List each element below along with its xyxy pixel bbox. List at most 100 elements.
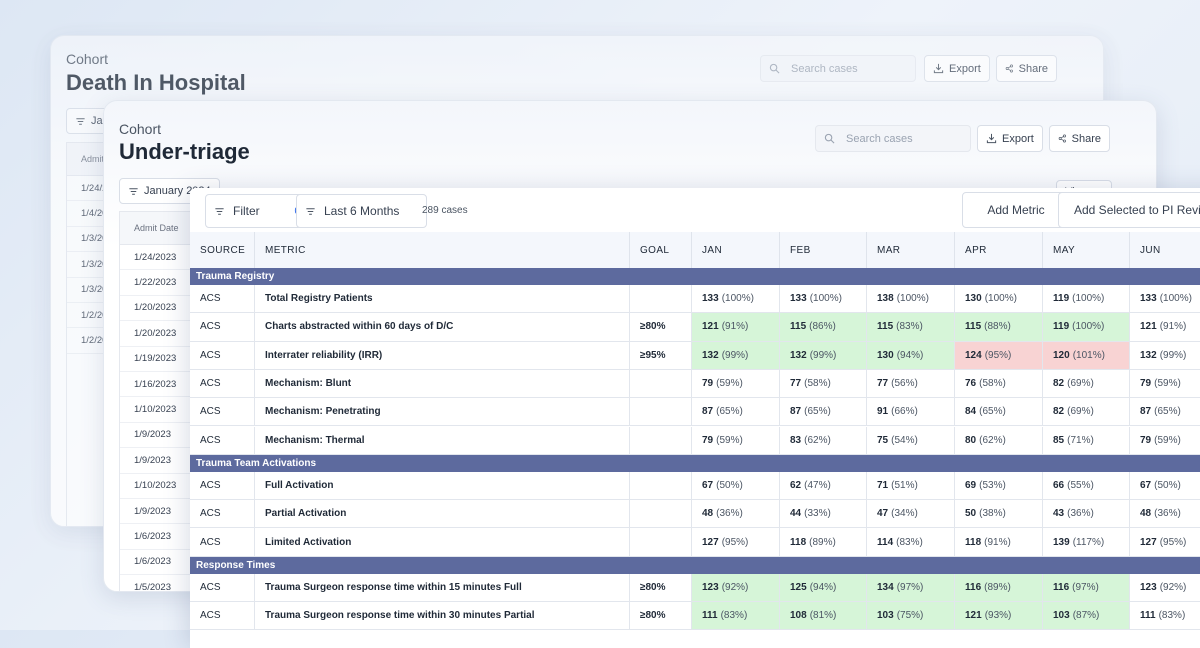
cell-value: 87 (790, 406, 802, 418)
goal-cell: ≥95% (630, 341, 692, 370)
cell-percent: (75%) (896, 610, 924, 622)
cell-value: 103 (877, 610, 894, 622)
month-cell: 84 (65%) (955, 398, 1043, 427)
cell-value: 127 (1140, 536, 1157, 548)
metric-cell: Trauma Surgeon response time within 30 m… (255, 602, 630, 631)
search-box[interactable]: Search cases (815, 125, 971, 152)
month-cell: 87 (65%) (780, 398, 867, 427)
cell-value: 108 (790, 610, 807, 622)
metric-cell: Full Activation (255, 471, 630, 501)
month-cell: 138 (100%) (867, 285, 955, 314)
admit-date: 1/6/2023 (120, 550, 258, 576)
cell-percent: (91%) (1159, 321, 1187, 333)
month-cell: 132 (99%) (780, 341, 867, 370)
goal-cell (630, 471, 692, 501)
period-button[interactable]: Last 6 Months (296, 194, 427, 228)
add-selected-button[interactable]: Add Selected to PI Review (1058, 192, 1200, 228)
cell-value: 133 (1140, 293, 1157, 305)
cell-percent: (95%) (984, 349, 1012, 361)
admit-date: 1/10/2023 (120, 474, 258, 499)
cell-value: 80 (965, 434, 977, 446)
month-cell: 134 (97%) (867, 573, 955, 602)
admit-date: 1/16/2023 (120, 372, 258, 398)
admit-date: 1/10/2023 (120, 397, 258, 423)
cohort-title: Under-triage (119, 139, 250, 164)
month-cell: 120 (101%) (1043, 341, 1130, 370)
share-button[interactable]: Share (996, 55, 1057, 82)
cell-value: 115 (790, 321, 807, 333)
export-button[interactable]: Export (977, 125, 1043, 152)
admit-date: 1/9/2023 (120, 448, 258, 474)
cell-percent: (65%) (1154, 406, 1181, 418)
metric-cell: Mechanism: Penetrating (255, 398, 630, 427)
filter-icon (215, 207, 224, 215)
month-cell: 133 (100%) (692, 285, 780, 314)
cell-percent: (87%) (1072, 610, 1100, 622)
cell-value: 127 (702, 536, 719, 548)
cohort-label: Cohort (119, 121, 162, 137)
export-button[interactable]: Export (924, 55, 990, 82)
section-header: Trauma Team Activations (190, 454, 1200, 472)
cell-percent: (97%) (1072, 581, 1099, 593)
month-cell: 80 (62%) (955, 426, 1043, 455)
month-cell: 130 (100%) (955, 285, 1043, 314)
month-cell: 115 (83%) (867, 313, 955, 342)
month-cell: 116 (89%) (955, 573, 1043, 602)
search-box[interactable]: Search cases (760, 55, 916, 82)
cell-percent: (92%) (721, 581, 749, 593)
share-button[interactable]: Share (1049, 125, 1110, 152)
cell-percent: (94%) (896, 349, 924, 361)
month-cell: 108 (81%) (780, 602, 867, 631)
section-header: Trauma Registry (190, 268, 1200, 285)
month-cell: 132 (99%) (692, 341, 780, 370)
month-cell: 48 (36%) (1130, 500, 1200, 529)
cell-value: 44 (790, 508, 802, 520)
cell-percent: (91%) (984, 536, 1011, 548)
cell-value: 67 (702, 479, 714, 491)
cell-percent: (89%) (984, 581, 1011, 593)
source-cell: ACS (190, 471, 255, 501)
cell-value: 79 (1140, 434, 1152, 446)
month-cell: 116 (97%) (1043, 573, 1130, 602)
cell-value: 119 (1053, 293, 1070, 305)
cell-percent: (69%) (1067, 378, 1094, 390)
cell-value: 83 (790, 434, 802, 446)
month-cell: 132 (99%) (1130, 342, 1200, 370)
cell-percent: (100%) (984, 293, 1017, 305)
admit-date: 1/6/2023 (120, 524, 258, 550)
add-metric-button[interactable]: Add Metric (962, 192, 1070, 228)
metric-cell: Mechanism: Thermal (255, 426, 630, 455)
cell-percent: (83%) (720, 610, 748, 622)
month-cell: 76 (58%) (955, 369, 1043, 399)
admit-date: 1/20/2023 (120, 296, 258, 322)
goal-cell (630, 285, 692, 314)
filter-icon (76, 117, 85, 125)
filter-label: Filter (233, 204, 260, 218)
cell-percent: (99%) (1159, 349, 1187, 361)
goal-cell (630, 369, 692, 399)
month-cell: 127 (95%) (1130, 528, 1200, 557)
filter-button[interactable]: Filter0 (205, 194, 309, 228)
download-icon (933, 63, 944, 74)
column-header: APR (955, 232, 1043, 268)
admit-date: 1/24/2023 (120, 245, 258, 271)
cell-value: 79 (702, 378, 714, 390)
cell-percent: (100%) (1159, 293, 1192, 305)
cell-percent: (83%) (1158, 610, 1186, 622)
month-cell: 69 (53%) (955, 471, 1043, 501)
source-cell: ACS (190, 602, 255, 631)
cell-percent: (58%) (804, 378, 831, 390)
column-header: METRIC (255, 232, 630, 268)
cell-value: 121 (965, 610, 982, 622)
cell-value: 48 (1140, 508, 1152, 520)
cell-percent: (93%) (984, 610, 1012, 622)
cell-value: 121 (1140, 321, 1157, 333)
month-cell: 87 (65%) (1130, 398, 1200, 427)
cell-percent: (71%) (1067, 434, 1094, 446)
month-cell: 79 (59%) (692, 369, 780, 399)
column-header: MAR (867, 232, 955, 268)
cell-percent: (100%) (1072, 293, 1105, 305)
cell-percent: (83%) (896, 536, 923, 548)
cell-percent: (100%) (721, 293, 754, 305)
export-label: Export (949, 62, 981, 75)
